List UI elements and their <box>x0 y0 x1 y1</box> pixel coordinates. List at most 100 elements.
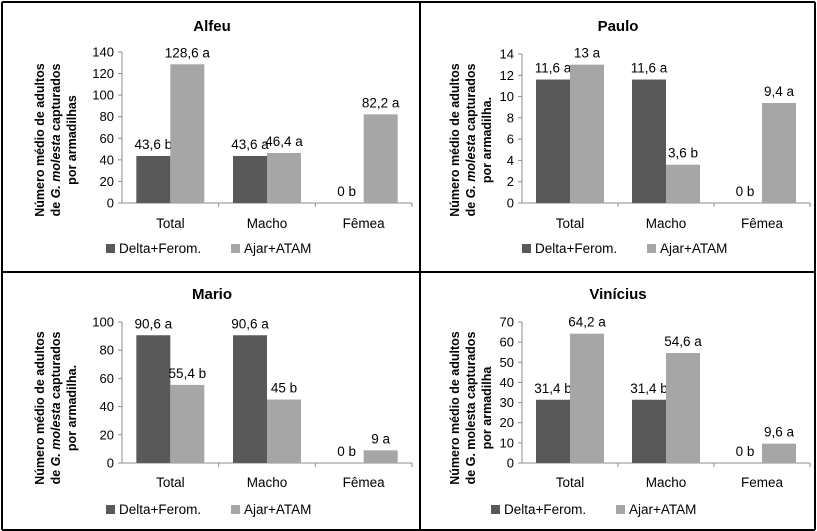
y-axis-label-run: de G. molesta capturados <box>464 332 478 485</box>
y-axis-label-line: de G. molesta capturados <box>49 332 63 485</box>
bar <box>363 114 398 203</box>
legend-entry: Delta+Ferom. <box>119 241 201 256</box>
legend-swatch <box>647 244 656 253</box>
x-tick-label: Macho <box>646 216 687 231</box>
data-label: 31,4 b <box>534 381 572 396</box>
y-tick-label: 40 <box>100 152 114 167</box>
y-axis-label-run: Número médio de adultos <box>448 63 462 217</box>
y-tick-label: 10 <box>500 435 514 450</box>
legend-entry: Ajar+ATAM <box>244 241 311 256</box>
y-tick-label: 120 <box>92 66 114 81</box>
chart-paulo: Paulo Número médio de adultos de G. molest… <box>448 18 811 256</box>
data-label: 0 b <box>736 184 755 199</box>
y-tick-label: 2 <box>507 174 514 189</box>
bar <box>632 79 666 203</box>
data-label: 82,2 a <box>362 95 400 110</box>
legend-entry: Ajar+ATAM <box>629 502 696 517</box>
y-axis-label-run: capturados <box>49 64 63 135</box>
bar <box>233 335 267 463</box>
data-label: 90,6 a <box>135 316 173 331</box>
legend-entry: Ajar+ATAM <box>244 502 311 517</box>
bar <box>536 79 570 203</box>
y-axis-label-run: G. molesta <box>49 402 63 466</box>
data-label: 45 b <box>271 381 297 396</box>
legend-swatch <box>106 505 115 514</box>
y-tick-label: 40 <box>100 399 114 414</box>
y-axis-label-run: por armadilhas <box>65 95 79 185</box>
x-tick-label: Total <box>156 475 185 490</box>
bar <box>170 384 205 463</box>
y-tick-label: 50 <box>500 355 514 370</box>
data-label: 31,4 b <box>630 381 668 396</box>
bar <box>267 399 301 463</box>
y-axis-label-run: G. molesta <box>49 134 63 198</box>
chart-title: Paulo <box>598 18 639 35</box>
bar <box>570 333 604 463</box>
data-label: 0 b <box>337 444 356 459</box>
bar <box>536 399 570 463</box>
chart-mario: Mario Número médio de adultos de G. molest… <box>33 286 413 517</box>
legend-swatch <box>231 244 240 253</box>
chart-title: Alfeu <box>193 18 231 35</box>
y-axis-label-line: de G. molesta capturados <box>464 332 478 485</box>
data-label: 9,6 a <box>764 425 795 440</box>
y-tick-label: 0 <box>107 196 114 211</box>
y-axis-label-run: por armadilha. <box>65 365 79 451</box>
y-tick-label: 0 <box>507 456 514 471</box>
bar <box>762 443 796 463</box>
y-tick-label: 20 <box>500 415 514 430</box>
y-tick-label: 20 <box>100 174 114 189</box>
y-axis-label-line: por armadilha. <box>480 97 494 183</box>
y-axis-label-line: por armadilha. <box>65 365 79 451</box>
legend-entry: Ajar+ATAM <box>660 241 727 256</box>
data-label: 90,6 a <box>231 316 269 331</box>
y-axis-label-run: por armadilha. <box>480 97 494 183</box>
data-label: 0 b <box>337 184 356 199</box>
data-label: 43,6 b <box>135 137 173 152</box>
bar <box>170 64 205 203</box>
data-label: 46,4 a <box>265 134 303 149</box>
y-axis-label-line: Número médio de adultos <box>448 63 462 217</box>
legend-entry: Delta+Ferom. <box>535 241 617 256</box>
y-tick-label: 14 <box>500 47 514 62</box>
x-tick-label: Macho <box>247 475 288 490</box>
y-axis-label-run: Número médio de adultos <box>33 331 47 485</box>
y-axis-label-line: Número médio de adultos <box>33 331 47 485</box>
data-label: 11,6 a <box>535 61 572 76</box>
y-tick-label: 60 <box>100 371 114 386</box>
y-tick-label: 60 <box>100 131 114 146</box>
bar <box>136 335 171 463</box>
y-tick-label: 100 <box>92 315 114 330</box>
data-label: 54,6 a <box>664 334 702 349</box>
legend-entry: Delta+Ferom. <box>504 502 586 517</box>
y-tick-label: 80 <box>100 343 114 358</box>
legend-swatch <box>616 505 625 514</box>
bar <box>363 450 398 463</box>
bar <box>666 164 700 203</box>
legend-swatch <box>231 505 240 514</box>
data-label: 11,6 a <box>631 61 668 76</box>
y-axis-label-line: de G. molesta capturados <box>464 64 478 217</box>
y-axis-label-run: Número médio de adultos <box>448 331 462 485</box>
chart-vinicius: Vinícius Número médio de adultos de G. mol… <box>448 286 811 517</box>
y-axis-label-run: G. molesta <box>464 134 478 198</box>
bar <box>570 64 604 204</box>
data-label: 9 a <box>371 431 390 446</box>
bar <box>233 155 267 203</box>
x-tick-label: Fêmea <box>343 216 386 231</box>
y-tick-label: 40 <box>500 375 514 390</box>
y-tick-label: 140 <box>92 45 114 60</box>
x-tick-label: Fêmea <box>741 216 784 231</box>
y-axis-label-run: de <box>49 466 63 484</box>
legend-swatch <box>522 244 531 253</box>
y-tick-label: 30 <box>500 395 514 410</box>
x-tick-label: Fêmea <box>343 475 386 490</box>
y-axis-label-run: capturados <box>49 332 63 403</box>
y-axis-label-run: Número médio de adultos <box>33 63 47 217</box>
data-label: 0 b <box>736 444 755 459</box>
data-label: 64,2 a <box>568 315 606 330</box>
y-axis-label-line: de G. molesta capturados <box>49 64 63 217</box>
legend-swatch <box>491 505 500 514</box>
y-tick-label: 60 <box>500 335 514 350</box>
